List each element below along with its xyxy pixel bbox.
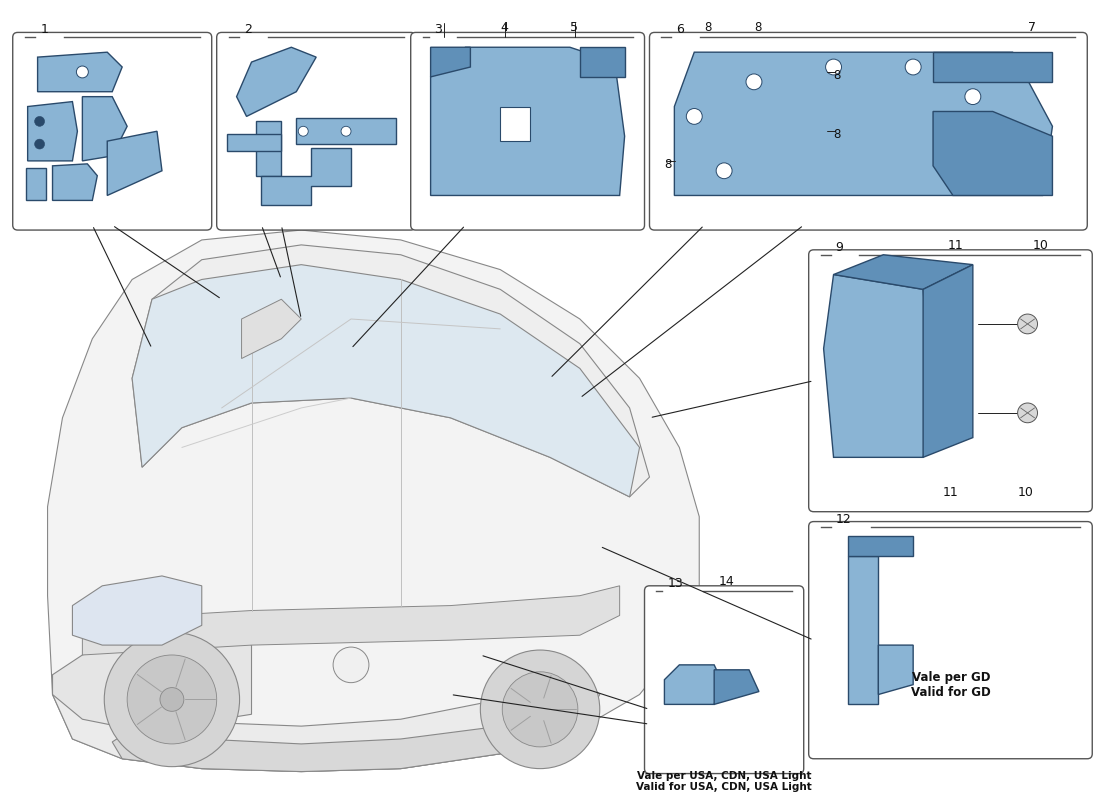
FancyBboxPatch shape (649, 33, 1087, 230)
Text: 2: 2 (244, 23, 252, 36)
Text: 4: 4 (500, 22, 508, 34)
Text: 10: 10 (1033, 239, 1048, 252)
Text: 3: 3 (433, 23, 441, 36)
Polygon shape (500, 106, 530, 141)
Polygon shape (47, 230, 700, 771)
Polygon shape (296, 118, 396, 144)
Polygon shape (227, 134, 282, 151)
Text: 11: 11 (948, 239, 964, 252)
Circle shape (34, 117, 45, 126)
Polygon shape (37, 52, 122, 92)
Circle shape (905, 59, 921, 75)
Circle shape (686, 109, 702, 124)
Circle shape (104, 632, 240, 766)
Polygon shape (82, 586, 619, 655)
Circle shape (34, 139, 45, 149)
Circle shape (128, 655, 217, 744)
Circle shape (503, 672, 578, 747)
Polygon shape (878, 645, 913, 694)
Polygon shape (674, 52, 1053, 195)
Text: 13: 13 (668, 577, 683, 590)
Circle shape (160, 687, 184, 711)
Text: Vale per USA, CDN, USA Light
Valid for USA, CDN, USA Light: Vale per USA, CDN, USA Light Valid for U… (636, 770, 812, 792)
Polygon shape (82, 97, 128, 161)
Text: 6: 6 (675, 23, 684, 36)
Polygon shape (430, 47, 625, 195)
Polygon shape (25, 168, 45, 201)
Polygon shape (53, 164, 97, 201)
Text: 8: 8 (834, 128, 840, 141)
FancyBboxPatch shape (217, 33, 416, 230)
Polygon shape (262, 148, 351, 206)
Circle shape (76, 66, 88, 78)
Circle shape (1018, 314, 1037, 334)
Text: 8: 8 (664, 158, 672, 170)
Polygon shape (256, 122, 282, 176)
Polygon shape (236, 47, 316, 117)
Polygon shape (28, 102, 77, 161)
Text: 8: 8 (754, 22, 761, 34)
FancyBboxPatch shape (808, 250, 1092, 512)
Circle shape (1018, 403, 1037, 422)
Circle shape (481, 650, 600, 769)
Text: 5: 5 (570, 22, 578, 34)
Text: Vale per GD
Valid for GD: Vale per GD Valid for GD (911, 671, 991, 699)
Text: 1: 1 (41, 23, 48, 36)
Polygon shape (53, 674, 600, 771)
Circle shape (333, 647, 369, 682)
FancyBboxPatch shape (645, 586, 804, 774)
Polygon shape (714, 670, 759, 704)
Polygon shape (580, 47, 625, 77)
Text: 9: 9 (836, 241, 844, 254)
Text: 11: 11 (943, 486, 959, 499)
Polygon shape (923, 265, 972, 458)
Polygon shape (933, 111, 1053, 195)
FancyBboxPatch shape (808, 522, 1092, 758)
Circle shape (965, 89, 981, 105)
Polygon shape (430, 47, 471, 77)
Text: 10: 10 (1018, 486, 1034, 499)
FancyBboxPatch shape (13, 33, 211, 230)
Polygon shape (53, 626, 252, 729)
Polygon shape (848, 556, 878, 704)
Text: 12: 12 (836, 513, 851, 526)
Circle shape (298, 126, 308, 136)
Polygon shape (664, 665, 722, 704)
Polygon shape (107, 131, 162, 195)
Polygon shape (834, 254, 972, 290)
Polygon shape (848, 537, 913, 556)
Text: 8: 8 (834, 69, 840, 82)
Text: 7: 7 (1027, 22, 1035, 34)
Polygon shape (132, 245, 649, 497)
Text: 14: 14 (719, 574, 735, 588)
Circle shape (826, 59, 842, 75)
Polygon shape (824, 274, 933, 458)
Polygon shape (73, 576, 201, 645)
FancyBboxPatch shape (410, 33, 645, 230)
Text: turboparts: turboparts (244, 279, 657, 557)
Polygon shape (242, 299, 301, 358)
Text: 8: 8 (704, 22, 712, 34)
Polygon shape (933, 52, 1053, 82)
Polygon shape (132, 265, 639, 497)
Circle shape (341, 126, 351, 136)
Circle shape (716, 163, 733, 178)
Text: passion for parts since 1985: passion for parts since 1985 (270, 402, 572, 591)
Polygon shape (112, 726, 530, 771)
Circle shape (746, 74, 762, 90)
